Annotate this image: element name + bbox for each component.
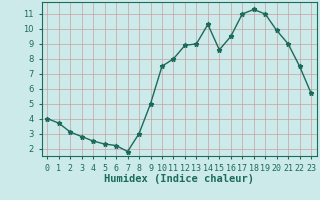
X-axis label: Humidex (Indice chaleur): Humidex (Indice chaleur) bbox=[104, 174, 254, 184]
